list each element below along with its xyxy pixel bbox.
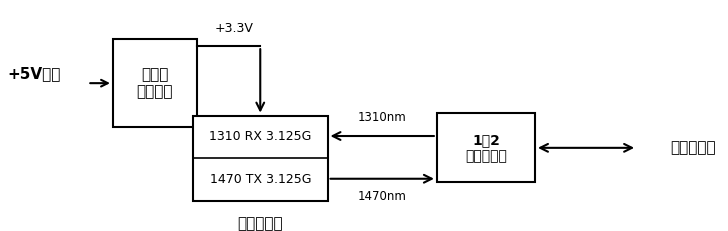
Text: 1310nm: 1310nm (358, 112, 406, 125)
FancyBboxPatch shape (193, 116, 328, 201)
Text: 1470 TX 3.125G: 1470 TX 3.125G (210, 173, 311, 186)
Text: 第二光模块: 第二光模块 (237, 217, 283, 231)
Text: 1310 RX 3.125G: 1310 RX 3.125G (209, 130, 312, 143)
FancyBboxPatch shape (437, 113, 535, 182)
Text: 1分2
波分复用器: 1分2 波分复用器 (465, 133, 507, 163)
Text: 光合波信号: 光合波信号 (670, 140, 716, 155)
Text: +5V电源: +5V电源 (7, 67, 60, 81)
FancyBboxPatch shape (113, 39, 197, 127)
Text: 1470nm: 1470nm (357, 190, 407, 203)
Text: 接收板
电源模块: 接收板 电源模块 (136, 67, 173, 99)
Text: +3.3V: +3.3V (215, 22, 253, 35)
